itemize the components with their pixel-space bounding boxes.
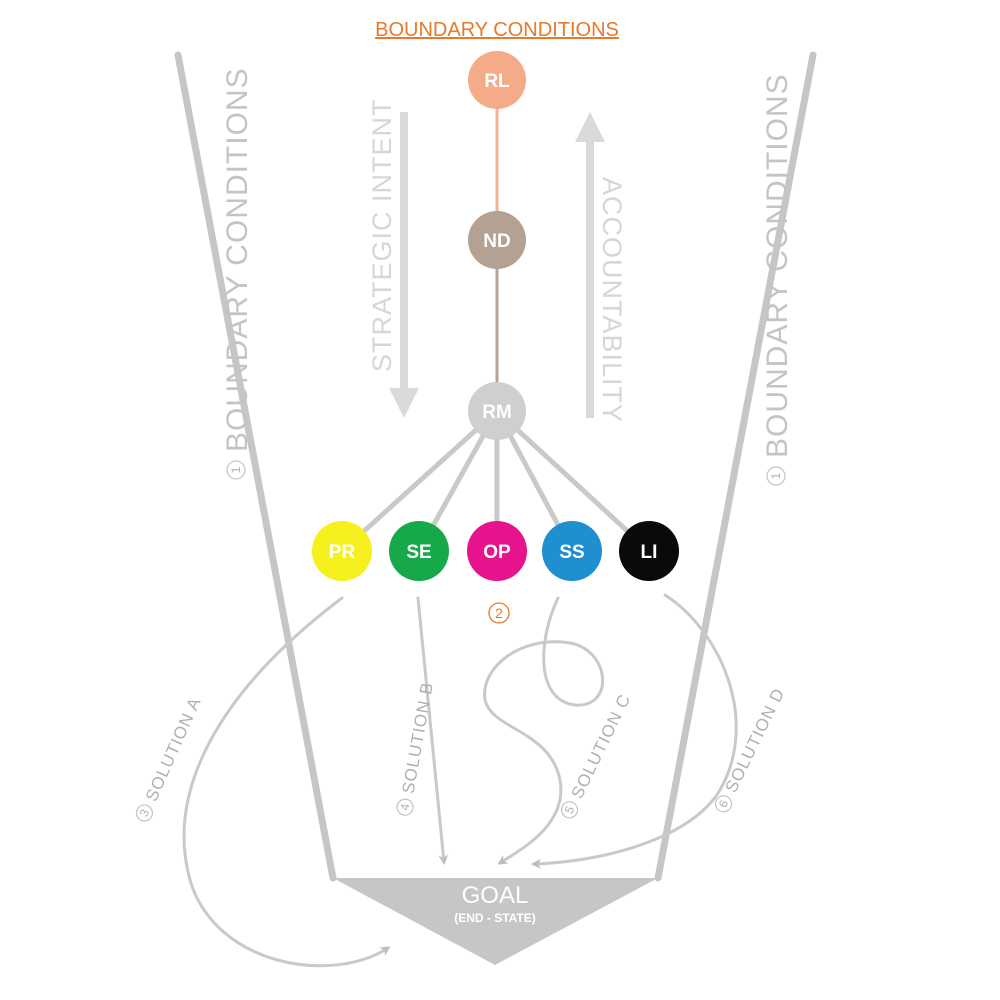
unit-op: OP bbox=[467, 521, 527, 581]
goal-title: GOAL bbox=[462, 882, 529, 909]
left-boundary-number: 1 bbox=[229, 466, 243, 473]
solution-b-label: 4 SOLUTION B bbox=[396, 681, 437, 816]
unit-li-circle bbox=[619, 521, 679, 581]
solution-b-path bbox=[416, 596, 449, 865]
left-boundary-label: 1 BOUNDARY CONDITIONS bbox=[221, 67, 254, 480]
node-nd: ND bbox=[468, 211, 526, 269]
unit-ss-circle bbox=[542, 521, 602, 581]
unit-pr-label: PR bbox=[329, 542, 356, 563]
unit-ss: SS bbox=[542, 521, 602, 581]
accountability-label: ACCOUNTABILITY bbox=[597, 177, 627, 423]
solution-a-label: 3 SOLUTION A bbox=[135, 694, 205, 822]
solution-c-number-circle bbox=[560, 801, 579, 819]
funnel-left-wall bbox=[174, 51, 337, 882]
unit-se-label: SE bbox=[406, 542, 431, 563]
solution-b-number: 4 bbox=[398, 802, 413, 811]
solution-a-number: 3 bbox=[137, 807, 153, 819]
strategic-intent-arrow bbox=[389, 112, 419, 418]
unit-se: SE bbox=[389, 521, 449, 581]
node-rm-label: RM bbox=[482, 402, 512, 423]
solution-c-number: 5 bbox=[562, 803, 578, 815]
solution-b-number-circle bbox=[396, 798, 414, 816]
unit-ss-label: SS bbox=[559, 542, 584, 563]
diagram-title: BOUNDARY CONDITIONS bbox=[375, 19, 619, 41]
strategic-intent-label: STRATEGIC INTENT bbox=[367, 98, 397, 372]
right-boundary-text: BOUNDARY CONDITIONS bbox=[761, 73, 794, 458]
solution-a-path bbox=[182, 596, 391, 968]
goal-shape bbox=[333, 878, 658, 965]
rm-pr-connector bbox=[340, 409, 499, 553]
right-boundary-label: 1 BOUNDARY CONDITIONS bbox=[761, 73, 794, 486]
solution-a-number-circle bbox=[135, 804, 154, 822]
unit-pr-circle bbox=[312, 521, 372, 581]
solution-d-label: 6 SOLUTION D bbox=[714, 685, 789, 813]
accountability-arrow bbox=[575, 112, 605, 418]
right-boundary-number: 1 bbox=[769, 472, 783, 479]
node-nd-circle bbox=[468, 211, 526, 269]
node-rl-label: RL bbox=[484, 71, 510, 92]
solution-d-path bbox=[531, 593, 738, 869]
solution-d-number-circle bbox=[714, 795, 733, 813]
node-rl-circle bbox=[468, 51, 526, 109]
unit-se-circle bbox=[389, 521, 449, 581]
unit-op-circle bbox=[467, 521, 527, 581]
right-boundary-number-circle bbox=[766, 466, 786, 486]
node-rm: RM bbox=[468, 382, 526, 440]
goal-subtitle: (END - STATE) bbox=[454, 911, 536, 925]
units-marker: 2 bbox=[488, 602, 510, 624]
solution-d-text: SOLUTION D bbox=[722, 685, 789, 796]
units-marker-number: 2 bbox=[495, 605, 503, 621]
solution-a-text: SOLUTION A bbox=[142, 694, 205, 804]
solution-c-path bbox=[483, 596, 604, 865]
node-rm-circle bbox=[468, 382, 526, 440]
unit-li: LI bbox=[619, 521, 679, 581]
units-marker-circle bbox=[488, 602, 510, 624]
rm-li-connector bbox=[495, 409, 651, 553]
unit-li-label: LI bbox=[641, 542, 658, 563]
left-boundary-number-circle bbox=[226, 460, 246, 480]
node-nd-label: ND bbox=[483, 231, 510, 252]
unit-op-label: OP bbox=[483, 542, 511, 563]
solution-d-number: 6 bbox=[716, 797, 732, 809]
left-boundary-text: BOUNDARY CONDITIONS bbox=[221, 67, 254, 452]
funnel-right-wall bbox=[654, 51, 817, 882]
solution-c-label: 5 SOLUTION C bbox=[560, 691, 635, 819]
unit-pr: PR bbox=[312, 521, 372, 581]
node-rl: RL bbox=[468, 51, 526, 109]
solution-c-text: SOLUTION C bbox=[568, 691, 635, 802]
